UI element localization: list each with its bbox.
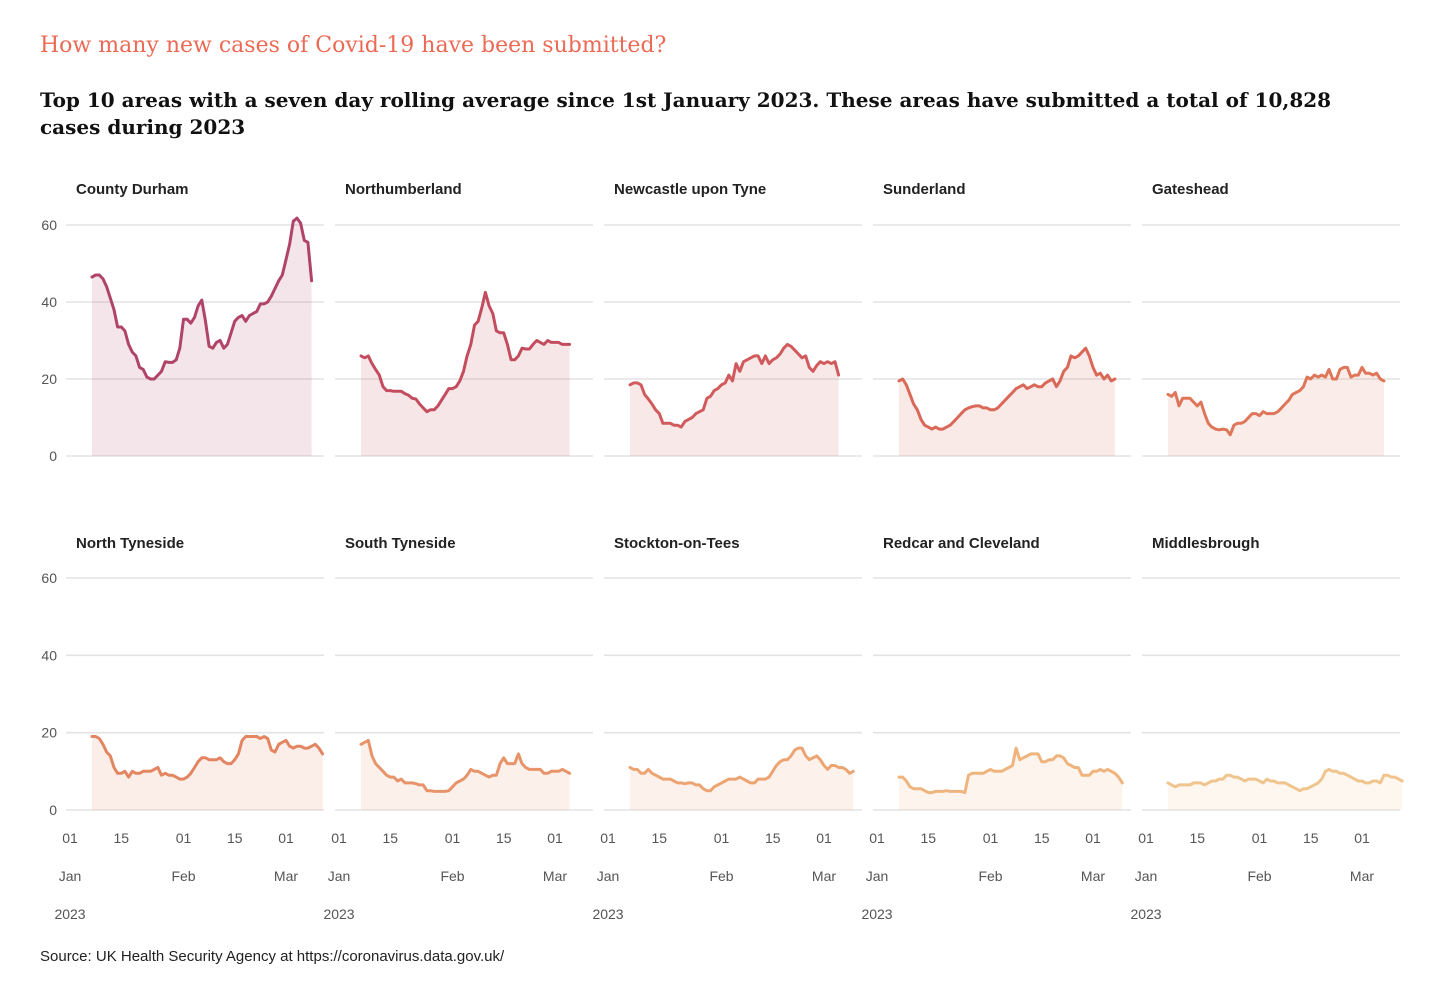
- chart-title: Top 10 areas with a seven day rolling av…: [40, 88, 1332, 139]
- series-area: [1168, 367, 1384, 456]
- x-tick-year: 2023: [1130, 906, 1161, 922]
- x-tick-label: 01: [62, 830, 78, 846]
- x-tick-label: 01: [331, 830, 347, 846]
- x-tick-month: Feb: [171, 868, 195, 884]
- series-area: [92, 736, 323, 810]
- series-line: [90, 216, 314, 381]
- series-area: [1168, 769, 1403, 810]
- panel-redcar-and-cleveland: Redcar and Cleveland: [873, 535, 1131, 811]
- panel-gateshead: Gateshead: [1142, 181, 1400, 457]
- panel-title: Gateshead: [1152, 181, 1229, 198]
- x-tick-month: Feb: [1247, 868, 1271, 884]
- x-tick-month: Feb: [709, 868, 733, 884]
- panel-newcastle-upon-tyne: Newcastle upon Tyne: [604, 181, 862, 457]
- x-tick-label: 01: [278, 830, 294, 846]
- x-tick-year: 2023: [861, 906, 892, 922]
- y-tick-label: 0: [49, 802, 57, 818]
- panel-stockton-on-tees: Stockton-on-Tees: [604, 535, 862, 811]
- x-tick-year: 2023: [54, 906, 85, 922]
- x-tick-label: 01: [600, 830, 616, 846]
- panel-middlesbrough: Middlesbrough: [1142, 535, 1404, 811]
- x-tick-month: Mar: [1081, 868, 1105, 884]
- x-tick-year: 2023: [323, 906, 354, 922]
- panel-north-tyneside: North Tyneside: [66, 535, 325, 811]
- x-tick-label: 01: [1354, 830, 1370, 846]
- x-tick-label: 15: [1189, 830, 1205, 846]
- x-tick-year: 2023: [592, 906, 623, 922]
- x-tick-month: Feb: [978, 868, 1002, 884]
- y-tick-label: 0: [49, 448, 57, 464]
- x-tick-label: 01: [176, 830, 192, 846]
- x-tick-month: Mar: [1350, 868, 1374, 884]
- x-tick-label: 01: [1085, 830, 1101, 846]
- x-tick-month: Jan: [597, 868, 620, 884]
- x-tick-label: 15: [651, 830, 667, 846]
- series-area: [899, 748, 1123, 810]
- x-tick-label: 15: [920, 830, 936, 846]
- y-tick-label: 40: [41, 647, 57, 663]
- panel-title: Northumberland: [345, 181, 462, 198]
- x-tick-month: Mar: [812, 868, 836, 884]
- y-tick-label: 40: [41, 294, 57, 310]
- x-tick-month: Jan: [59, 868, 82, 884]
- series-line: [359, 738, 572, 793]
- panel-south-tyneside: South Tyneside: [335, 535, 593, 811]
- panel-title: Newcastle upon Tyne: [614, 181, 766, 198]
- x-tick-label: 01: [1138, 830, 1154, 846]
- x-tick-month: Jan: [328, 868, 351, 884]
- panel-title: Middlesbrough: [1152, 535, 1260, 552]
- series-line: [628, 342, 841, 429]
- panel-title: Stockton-on-Tees: [614, 535, 740, 552]
- x-tick-label: 01: [869, 830, 885, 846]
- x-tick-month: Feb: [440, 868, 464, 884]
- x-tick-label: 15: [227, 830, 243, 846]
- x-tick-label: 01: [983, 830, 999, 846]
- series-area: [361, 292, 570, 456]
- panel-sunderland: Sunderland: [873, 181, 1131, 457]
- series-area: [899, 348, 1115, 456]
- panel-title: Sunderland: [883, 181, 966, 198]
- series-line: [90, 735, 325, 781]
- x-tick-label: 01: [816, 830, 832, 846]
- source-note: Source: UK Health Security Agency at htt…: [40, 948, 505, 965]
- series-line: [897, 746, 1124, 795]
- x-tick-month: Mar: [274, 868, 298, 884]
- x-tick-month: Jan: [866, 868, 889, 884]
- panel-title: Redcar and Cleveland: [883, 535, 1040, 552]
- series-area: [92, 218, 312, 456]
- y-tick-label: 20: [41, 371, 57, 387]
- x-tick-label: 01: [1252, 830, 1268, 846]
- x-tick-month: Mar: [543, 868, 567, 884]
- series-line: [897, 346, 1117, 431]
- x-tick-month: Jan: [1135, 868, 1158, 884]
- series-line: [359, 290, 572, 414]
- x-tick-label: 15: [1303, 830, 1319, 846]
- y-tick-label: 60: [41, 570, 57, 586]
- x-tick-label: 15: [113, 830, 129, 846]
- x-tick-label: 15: [382, 830, 398, 846]
- x-tick-label: 15: [1034, 830, 1050, 846]
- x-tick-label: 01: [547, 830, 563, 846]
- x-tick-label: 15: [765, 830, 781, 846]
- panel-title: South Tyneside: [345, 535, 456, 552]
- panel-northumberland: Northumberland: [335, 181, 593, 457]
- x-tick-label: 15: [496, 830, 512, 846]
- x-tick-label: 01: [445, 830, 461, 846]
- panel-title: County Durham: [76, 181, 189, 198]
- panel-title: North Tyneside: [76, 535, 184, 552]
- y-tick-label: 20: [41, 725, 57, 741]
- panel-county-durham: County Durham: [66, 181, 324, 457]
- series-line: [628, 746, 855, 793]
- series-line: [1166, 365, 1386, 437]
- y-tick-label: 60: [41, 217, 57, 233]
- series-line: [1166, 767, 1404, 793]
- chart-kicker: How many new cases of Covid-19 have been…: [40, 33, 667, 58]
- x-tick-label: 01: [714, 830, 730, 846]
